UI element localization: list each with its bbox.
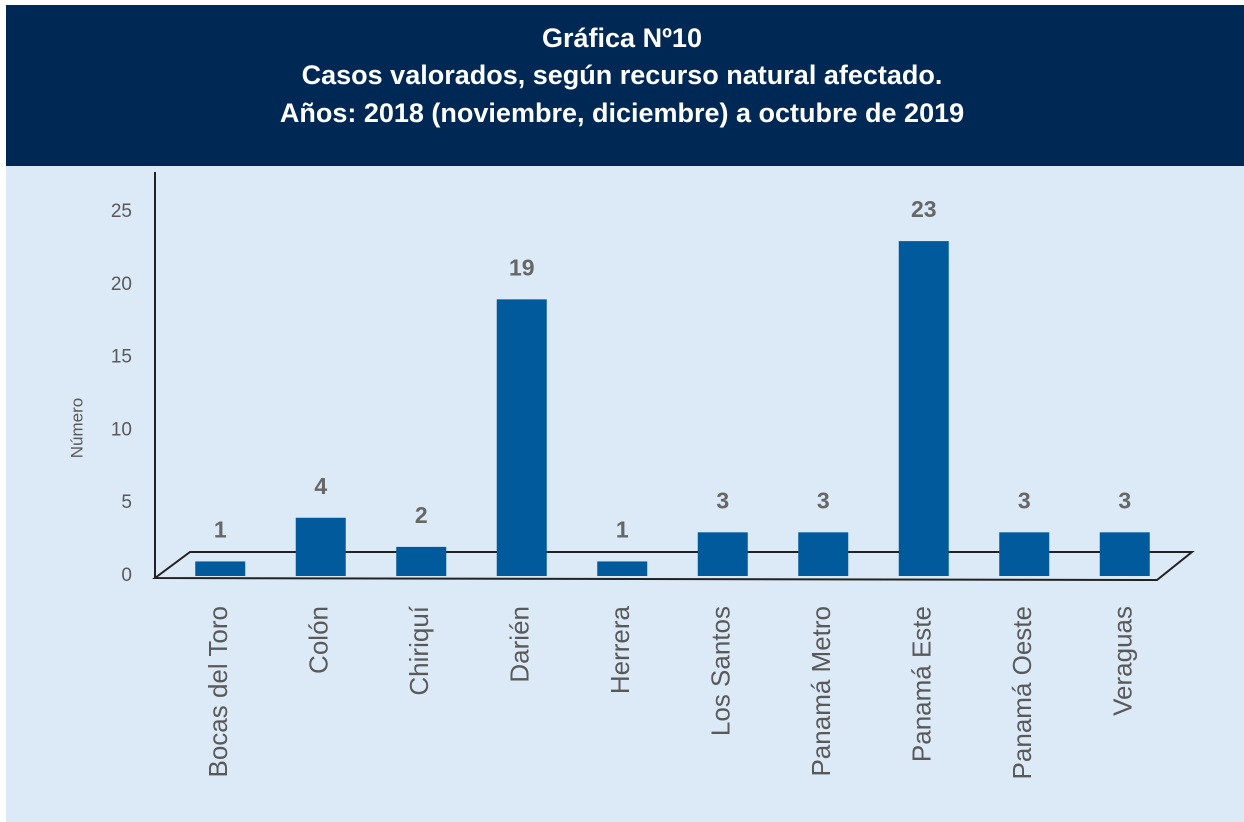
bar (597, 561, 648, 576)
x-tick-label: Panamá Metro (806, 606, 836, 777)
value-label: 3 (716, 487, 729, 513)
x-tick-label: Panamá Este (907, 606, 937, 762)
x-tick-label: Bocas del Toro (203, 606, 233, 778)
y-tick-label: 25 (111, 201, 132, 222)
x-tick-label: Panamá Oeste (1007, 606, 1037, 779)
bar (396, 546, 447, 576)
y-axis-label: Número (67, 398, 86, 458)
value-label: 3 (1018, 487, 1031, 513)
value-label: 19 (509, 254, 535, 280)
header-band (6, 5, 1244, 166)
value-label: 4 (314, 473, 327, 499)
bar (295, 517, 346, 576)
y-tick-label: 20 (111, 274, 132, 295)
x-tick-label: Herrera (605, 605, 635, 694)
y-tick-label: 10 (111, 419, 132, 440)
x-tick-label: Veraguas (1108, 606, 1138, 716)
bar (999, 532, 1050, 576)
bar (496, 299, 547, 576)
value-label: 3 (1118, 487, 1131, 513)
x-tick-label: Chiriquí (404, 605, 434, 695)
value-label: 23 (911, 196, 937, 222)
value-label: 1 (214, 517, 227, 543)
value-label: 2 (415, 502, 428, 528)
chart-subtitle: Casos valorados, según recurso natural a… (302, 60, 943, 90)
x-tick-label: Colón (304, 606, 334, 674)
chart-subtitle: Años: 2018 (noviembre, diciembre) a octu… (280, 98, 964, 128)
bar (697, 532, 748, 576)
y-tick-label: 5 (121, 492, 132, 513)
chart-title: Gráfica Nº10 (542, 23, 702, 53)
bar (195, 561, 246, 576)
value-label: 3 (817, 487, 830, 513)
y-tick-label: 0 (121, 565, 132, 586)
x-tick-label: Los Santos (706, 606, 736, 736)
bar (1099, 532, 1150, 576)
y-tick-label: 15 (111, 347, 132, 368)
value-label: 1 (616, 517, 629, 543)
bar (798, 532, 849, 576)
bar (898, 241, 949, 576)
floor (151, 551, 1195, 582)
x-tick-label: Darién (505, 606, 535, 683)
